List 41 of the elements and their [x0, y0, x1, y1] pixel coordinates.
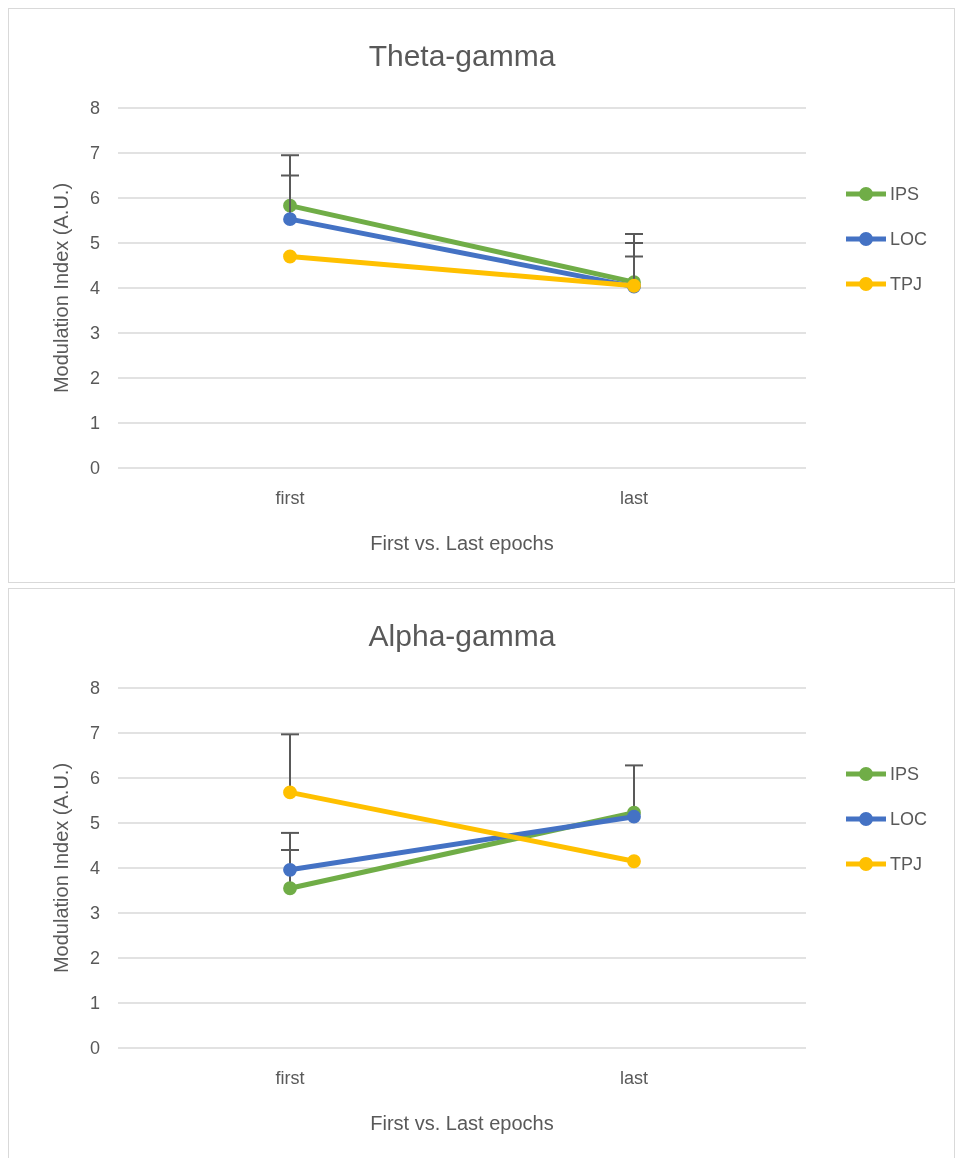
point	[627, 854, 641, 869]
legend-label: TPJ	[890, 854, 923, 874]
point	[283, 212, 297, 227]
y-tick-label: 6	[89, 768, 100, 788]
y-axis-title: Modulation Index (A.U.)	[50, 762, 72, 974]
y-axis-title: Modulation Index (A.U.)	[50, 182, 72, 394]
legend-label: TPJ	[890, 274, 923, 294]
x-axis-title: First vs. Last epochs	[370, 532, 554, 554]
y-tick-label: 3	[89, 903, 100, 923]
legend-label: IPS	[890, 764, 920, 784]
y-tick-label: 4	[89, 858, 100, 878]
y-tick-label: 7	[89, 143, 100, 163]
x-tick-label: last	[619, 1068, 649, 1088]
legend-label: LOC	[890, 229, 928, 249]
x-axis-title: First vs. Last epochs	[370, 1112, 554, 1134]
chart-title: Theta-gamma	[368, 39, 556, 72]
chart-title: Alpha-gamma	[368, 619, 556, 652]
x-tick-label: last	[619, 488, 649, 508]
y-tick-label: 1	[89, 413, 100, 433]
point	[283, 862, 297, 877]
x-tick-label: first	[275, 488, 305, 508]
y-tick-label: 0	[89, 458, 100, 478]
legend-label: LOC	[890, 809, 928, 829]
y-tick-label: 7	[89, 723, 100, 743]
y-tick-label: 0	[89, 1038, 100, 1058]
legend-label: IPS	[890, 184, 920, 204]
point	[627, 809, 641, 824]
y-tick-label: 8	[89, 98, 100, 118]
point	[283, 785, 297, 800]
y-tick-label: 2	[89, 948, 100, 968]
y-tick-label: 2	[89, 368, 100, 388]
x-tick-label: first	[275, 1068, 305, 1088]
point	[283, 249, 297, 264]
point	[283, 881, 297, 896]
y-tick-label: 5	[89, 233, 100, 253]
y-tick-label: 1	[89, 993, 100, 1013]
y-tick-label: 3	[89, 323, 100, 343]
y-tick-label: 4	[89, 278, 100, 298]
y-tick-label: 8	[89, 678, 100, 698]
y-tick-label: 6	[89, 188, 100, 208]
y-tick-label: 5	[89, 813, 100, 833]
